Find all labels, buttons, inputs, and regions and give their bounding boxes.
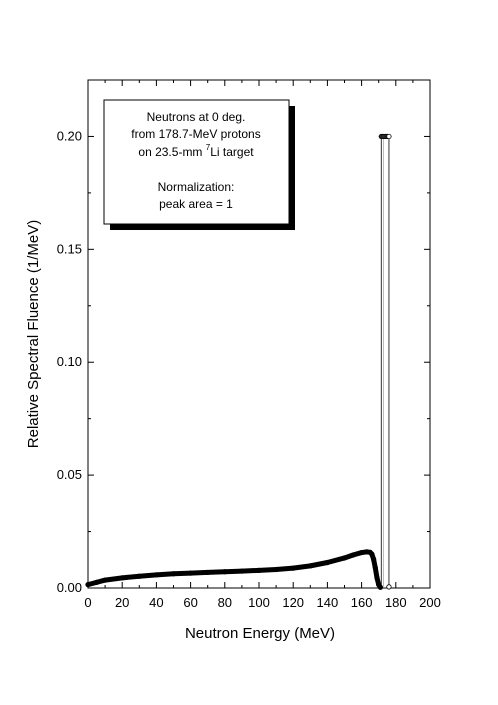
y-tick-label: 0.15 xyxy=(57,241,82,256)
x-tick-label: 40 xyxy=(149,595,163,610)
annotation-line-3: on 23.5-mm 7Li target xyxy=(138,143,254,159)
continuum-point xyxy=(273,566,279,573)
y-tick-label: 0.20 xyxy=(57,128,82,143)
continuum-point xyxy=(369,551,375,557)
continuum-point xyxy=(341,555,348,561)
y-tick-label: 0.10 xyxy=(57,354,82,369)
x-tick-label: 160 xyxy=(351,595,373,610)
axes: 0 20 40 60 80 100 120 140 160 180 200 0.00 0.05 0.10 0… xyxy=(57,79,441,610)
y-axis-title: Relative Spectral Fluence (1/MeV) xyxy=(25,220,42,448)
continuum-point xyxy=(359,549,365,556)
annotation-line-3-sup: 7 xyxy=(206,143,211,152)
x-tick-label: 200 xyxy=(419,595,441,610)
continuum-point xyxy=(377,584,384,590)
continuum-point xyxy=(153,572,159,578)
continuum-point xyxy=(290,565,296,571)
continuum-point xyxy=(239,568,245,574)
peak-point xyxy=(386,133,392,140)
y-tick-label: 0.05 xyxy=(57,467,82,482)
continuum-point xyxy=(222,569,228,575)
x-tick-label: 180 xyxy=(385,595,407,610)
x-axis-title: Neutron Energy (MeV) xyxy=(185,625,335,642)
annotation-line-1: Neutrons at 0 deg. xyxy=(147,110,246,124)
x-tick-label: 60 xyxy=(183,595,197,610)
continuum-point xyxy=(119,575,125,581)
x-tick-label: 100 xyxy=(248,595,270,610)
continuum-point xyxy=(93,579,100,585)
x-tick-label: 80 xyxy=(218,595,232,610)
continuum-point xyxy=(372,565,378,571)
continuum-point xyxy=(256,567,262,573)
continuum-point xyxy=(205,569,211,576)
continuum-point xyxy=(307,563,313,569)
continuum-point xyxy=(324,559,330,566)
continuum-point xyxy=(370,556,377,562)
continuum-point xyxy=(85,582,91,588)
continuum-curve xyxy=(85,549,383,590)
x-tick-label: 120 xyxy=(282,595,304,610)
annotation-line-2: from 178.7-MeV protons xyxy=(131,127,260,141)
annotation-box-frame xyxy=(103,99,290,225)
data-marks xyxy=(85,133,392,590)
continuum-point xyxy=(102,577,108,583)
peak-base-point xyxy=(386,584,392,590)
continuum-point xyxy=(350,552,356,558)
annotation-line-5: peak area = 1 xyxy=(159,197,233,211)
peak-outline xyxy=(380,136,390,587)
annotation-box: Neutrons at 0 deg. from 178.7-MeV proton… xyxy=(103,99,295,230)
x-tick-label: 140 xyxy=(317,595,339,610)
continuum-point xyxy=(136,573,142,579)
y-tick-label: 0.00 xyxy=(57,580,82,595)
annotation-line-4: Normalization: xyxy=(158,180,235,194)
x-tick-label: 0 xyxy=(84,595,91,610)
annotation-line-3-post: Li target xyxy=(210,145,254,159)
continuum-point xyxy=(188,570,194,576)
annotation-line-3-pre: on 23.5-mm xyxy=(138,145,205,159)
continuum-point xyxy=(374,575,380,581)
continuum-point xyxy=(170,571,177,577)
x-tick-label: 20 xyxy=(115,595,129,610)
